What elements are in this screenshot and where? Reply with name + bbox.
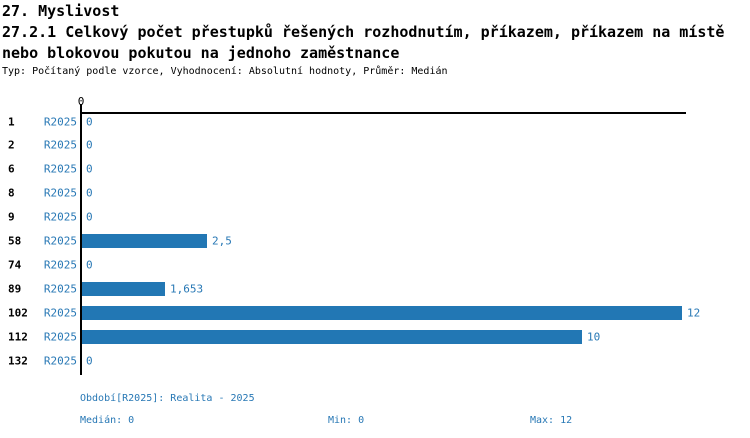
bar-value-label: 12 bbox=[687, 306, 701, 320]
row-category-label: 74 bbox=[8, 258, 22, 272]
x-axis-line bbox=[80, 112, 686, 114]
bar-value-label: 0 bbox=[86, 115, 93, 128]
bar-value-label: 2,5 bbox=[212, 234, 232, 248]
max-value: 12 bbox=[560, 415, 573, 426]
median-value: 0 bbox=[128, 415, 135, 426]
bar-value-label: 1,653 bbox=[170, 282, 204, 296]
value-bar bbox=[82, 281, 165, 296]
row-series-label: R2025 bbox=[43, 115, 77, 128]
row-series-label: R2025 bbox=[43, 210, 77, 224]
bar-value-label: 10 bbox=[587, 330, 601, 344]
row-series-label: R2025 bbox=[43, 330, 77, 344]
row-category-label: 6 bbox=[8, 162, 15, 176]
bar-value-label: 0 bbox=[86, 138, 93, 152]
y-axis-line bbox=[80, 104, 82, 375]
row-series-label: R2025 bbox=[43, 258, 77, 272]
bar-value-label: 0 bbox=[86, 210, 93, 224]
row-series-label: R2025 bbox=[43, 282, 77, 296]
chart-row: 9 R2025 0 bbox=[0, 205, 750, 229]
bar-value-label: 0 bbox=[86, 258, 93, 272]
row-series-label: R2025 bbox=[43, 306, 77, 320]
x-axis-tick-label: 0 bbox=[77, 95, 85, 108]
chart-row: 2 R2025 0 bbox=[0, 133, 750, 157]
chart-meta-line: Typ: Počítaný podle vzorce, Vyhodnocení:… bbox=[2, 66, 448, 77]
row-category-label: 9 bbox=[8, 210, 15, 224]
median-label: Medián: bbox=[80, 415, 129, 426]
max-label: Max: bbox=[530, 415, 561, 426]
row-series-label: R2025 bbox=[43, 162, 77, 176]
row-series-label: R2025 bbox=[43, 138, 77, 152]
max-stat: Max: 12 bbox=[530, 415, 572, 426]
chart-row: 89 R2025 1,653 bbox=[0, 277, 750, 301]
row-category-label: 58 bbox=[8, 234, 22, 248]
chart-row: 58 R2025 2,5 bbox=[0, 229, 750, 253]
chart-title-line2: nebo blokovou pokutou na jednoho zaměstn… bbox=[2, 44, 400, 62]
chart-row: 1 R2025 0 bbox=[0, 110, 750, 134]
row-category-label: 1 bbox=[8, 115, 15, 128]
row-category-label: 2 bbox=[8, 138, 15, 152]
chart-row: 102 R2025 12 bbox=[0, 301, 750, 325]
section-title: 27. Myslivost bbox=[2, 2, 120, 20]
row-category-label: 102 bbox=[8, 306, 28, 320]
row-category-label: 89 bbox=[8, 282, 22, 296]
min-stat: Min: 0 bbox=[328, 415, 364, 426]
row-category-label: 132 bbox=[8, 354, 28, 367]
value-bar bbox=[82, 305, 682, 320]
row-series-label: R2025 bbox=[43, 186, 77, 200]
chart-row: 74 R2025 0 bbox=[0, 253, 750, 277]
bar-value-label: 0 bbox=[86, 186, 93, 200]
row-series-label: R2025 bbox=[43, 354, 77, 367]
value-bar bbox=[82, 329, 582, 344]
period-label: Období[R2025]: Realita - 2025 bbox=[80, 393, 255, 404]
chart-row: 6 R2025 0 bbox=[0, 157, 750, 181]
value-bar bbox=[82, 234, 207, 248]
median-stat: Medián: 0 bbox=[80, 415, 134, 426]
chart-row: 132 R2025 0 bbox=[0, 349, 750, 373]
bar-value-label: 0 bbox=[86, 354, 93, 367]
chart-title-line1: 27.2.1 Celkový počet přestupků řešených … bbox=[2, 23, 725, 41]
bar-value-label: 0 bbox=[86, 162, 93, 176]
row-series-label: R2025 bbox=[43, 234, 77, 248]
chart-row: 112 R2025 10 bbox=[0, 325, 750, 349]
row-category-label: 112 bbox=[8, 330, 28, 344]
chart-row: 8 R2025 0 bbox=[0, 181, 750, 205]
min-label: Min: bbox=[328, 415, 359, 426]
min-value: 0 bbox=[358, 415, 365, 426]
row-category-label: 8 bbox=[8, 186, 15, 200]
